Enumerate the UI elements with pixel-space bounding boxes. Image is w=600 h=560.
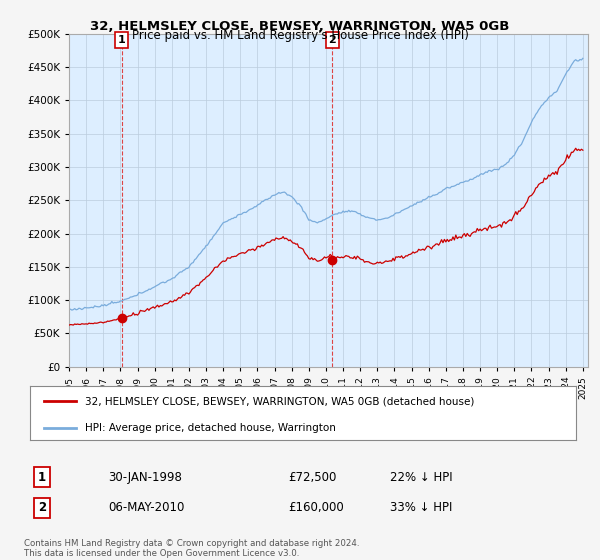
Text: 22% ↓ HPI: 22% ↓ HPI xyxy=(390,470,452,484)
Text: 06-MAY-2010: 06-MAY-2010 xyxy=(108,501,184,515)
Text: 32, HELMSLEY CLOSE, BEWSEY, WARRINGTON, WA5 0GB: 32, HELMSLEY CLOSE, BEWSEY, WARRINGTON, … xyxy=(91,20,509,32)
Text: 33% ↓ HPI: 33% ↓ HPI xyxy=(390,501,452,515)
Text: £72,500: £72,500 xyxy=(288,470,337,484)
Text: HPI: Average price, detached house, Warrington: HPI: Average price, detached house, Warr… xyxy=(85,423,335,433)
Text: Price paid vs. HM Land Registry's House Price Index (HPI): Price paid vs. HM Land Registry's House … xyxy=(131,29,469,42)
Text: 2: 2 xyxy=(38,501,46,515)
Text: Contains HM Land Registry data © Crown copyright and database right 2024.
This d: Contains HM Land Registry data © Crown c… xyxy=(24,539,359,558)
Text: 1: 1 xyxy=(118,35,125,45)
Text: 2: 2 xyxy=(328,35,336,45)
Text: 32, HELMSLEY CLOSE, BEWSEY, WARRINGTON, WA5 0GB (detached house): 32, HELMSLEY CLOSE, BEWSEY, WARRINGTON, … xyxy=(85,396,474,407)
Text: 30-JAN-1998: 30-JAN-1998 xyxy=(108,470,182,484)
Text: £160,000: £160,000 xyxy=(288,501,344,515)
Text: 1: 1 xyxy=(38,470,46,484)
